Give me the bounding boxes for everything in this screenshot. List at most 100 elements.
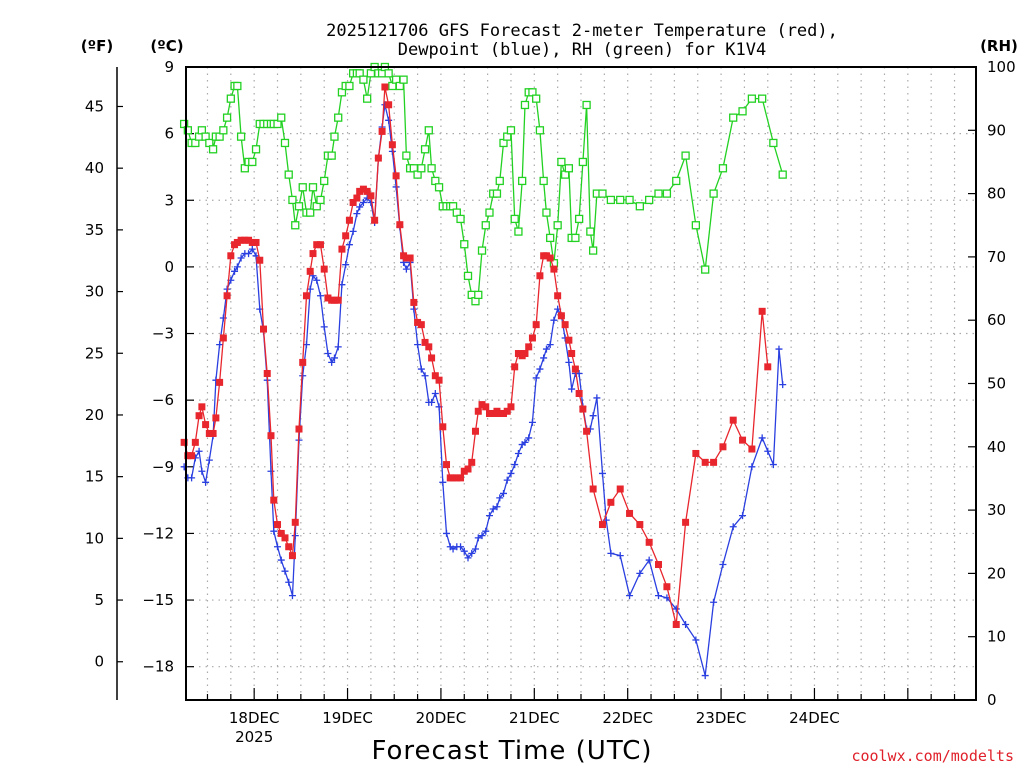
rh-point	[320, 176, 329, 186]
temperature-point	[598, 521, 606, 529]
temperature-point	[514, 350, 522, 358]
dewpoint-point	[324, 350, 332, 358]
rh-point	[691, 221, 701, 230]
temperature-point	[241, 236, 249, 244]
temperature-point	[550, 265, 558, 273]
temperature-point	[645, 538, 653, 546]
dewpoint-line	[183, 104, 784, 676]
temperature-point	[692, 449, 700, 457]
rh-point	[334, 113, 343, 122]
rh-tick-label: 40	[987, 438, 1006, 456]
rh-point	[514, 227, 523, 236]
temperature-point	[758, 307, 766, 315]
dewpoint-point	[392, 183, 400, 191]
temperature-point	[468, 458, 476, 466]
temperature-point	[428, 354, 436, 362]
rh-point	[183, 126, 193, 135]
rh-point	[248, 157, 257, 167]
temperature-point	[216, 378, 224, 386]
dewpoint-point	[449, 545, 457, 553]
data-series	[179, 62, 787, 680]
temperature-point	[227, 252, 235, 260]
fahrenheit-tick-label: 45	[85, 97, 104, 115]
dewpoint-point	[468, 549, 476, 557]
temperature-point	[431, 372, 439, 380]
temperature-point	[464, 465, 472, 473]
dewpoint-point	[334, 343, 342, 351]
rh-point	[606, 195, 616, 205]
rh-point	[769, 138, 778, 148]
temperature-point	[626, 509, 634, 517]
temperature-point	[439, 423, 447, 431]
rh-point	[284, 170, 293, 179]
rh-point	[738, 107, 747, 116]
temperature-point	[417, 321, 425, 329]
rh-point	[460, 240, 469, 249]
temperature-point	[274, 521, 282, 529]
rh-point	[420, 145, 430, 154]
temperature-point	[345, 216, 353, 224]
temperature-point	[503, 407, 511, 415]
credit-text: coolwx.com/modelts	[851, 747, 1014, 765]
rh-point	[553, 221, 562, 230]
rh-point	[662, 189, 672, 198]
dewpoint-point	[489, 505, 497, 513]
dewpoint-point	[511, 461, 519, 469]
fahrenheit-tick-label: 5	[94, 591, 104, 609]
temperature-point	[457, 474, 465, 482]
x-axis-label: Forecast Time (UTC)	[371, 736, 652, 766]
rh-point	[709, 189, 718, 198]
temperature-point	[371, 216, 379, 224]
temperature-point	[557, 312, 565, 320]
temperature-point	[739, 436, 747, 444]
x-tick-label: 19DEC	[322, 709, 373, 727]
celsius-tick-label: 3	[164, 191, 174, 209]
temperature-point	[306, 267, 314, 275]
rh-point	[434, 183, 444, 192]
dewpoint-point	[593, 394, 601, 402]
temperature-point	[277, 529, 285, 537]
temperature-point	[363, 187, 371, 195]
temperature-point	[356, 187, 364, 195]
rh-point	[291, 221, 300, 230]
temperature-point	[334, 296, 342, 304]
temperature-point	[291, 518, 299, 526]
x-tick-sublabel: 2025	[235, 728, 273, 746]
temperature-series	[180, 83, 772, 628]
temperature-point	[302, 292, 310, 300]
temperature-point	[478, 401, 486, 409]
temperature-point	[184, 452, 192, 460]
temperature-point	[180, 438, 188, 446]
dewpoint-point	[536, 365, 544, 373]
rh-tick-label: 50	[987, 375, 1006, 393]
temperature-point	[565, 336, 573, 344]
temperature-point	[672, 620, 680, 628]
temperature-point	[260, 325, 268, 333]
dewpoint-point	[443, 529, 451, 537]
rh-point	[330, 132, 339, 141]
fahrenheit-tick-label: 40	[85, 159, 104, 177]
dewpoint-point	[514, 449, 522, 457]
rh-point	[288, 195, 297, 205]
temperature-point	[571, 365, 579, 373]
rh-point	[327, 151, 336, 160]
dewpoint-point	[231, 267, 239, 275]
dewpoint-point	[202, 478, 210, 486]
temperature-point	[349, 198, 357, 206]
rh-point	[345, 81, 354, 91]
dewpoint-point	[320, 323, 328, 331]
temperature-point	[710, 458, 718, 466]
rh-point	[233, 81, 242, 91]
dewpoint-point	[385, 116, 393, 124]
rh-point	[586, 227, 595, 236]
rh-point	[359, 75, 368, 84]
temperature-point	[295, 425, 303, 433]
temperature-point	[381, 83, 389, 91]
temperature-point	[263, 370, 271, 378]
temperature-point	[583, 427, 591, 435]
temperature-point	[396, 221, 404, 229]
temperature-point	[252, 238, 260, 246]
dewpoint-point	[729, 523, 737, 531]
temperature-point	[532, 321, 540, 329]
rh-point	[535, 126, 545, 135]
